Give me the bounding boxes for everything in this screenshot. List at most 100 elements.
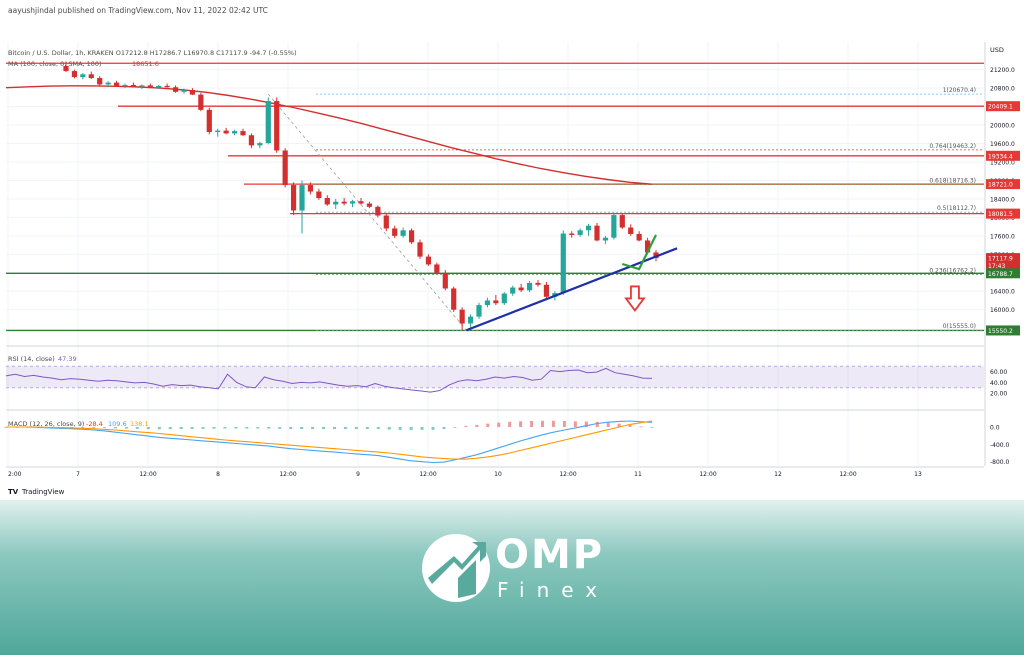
- candle-body: [282, 150, 288, 186]
- macd-histogram-bar: [464, 425, 468, 427]
- annotations: [465, 234, 678, 332]
- macd-histogram-bar: [376, 427, 380, 430]
- fib-label: 1(20670.4): [943, 87, 976, 94]
- candle-body: [324, 198, 330, 205]
- candle-body: [467, 316, 474, 324]
- candle-body: [349, 201, 356, 204]
- macd-histogram-bar: [332, 427, 336, 430]
- candle-body: [493, 300, 499, 304]
- price-tick: 21200.0: [990, 67, 1015, 74]
- candle-body: [333, 201, 339, 205]
- price-tick: 20800.0: [990, 86, 1015, 93]
- symbol-info: Bitcoin / U.S. Dollar, 1h, KRAKEN O17212…: [8, 49, 297, 57]
- time-tick: 12:00: [419, 471, 436, 478]
- candle-body: [636, 234, 642, 241]
- candle-body: [71, 71, 78, 78]
- macd-histogram-bar: [354, 427, 358, 430]
- candle-body: [80, 74, 86, 78]
- candle-body: [459, 309, 465, 324]
- candle-body: [501, 293, 507, 304]
- candle-body: [535, 282, 541, 285]
- candle-body: [434, 264, 440, 273]
- candle-body: [628, 227, 634, 234]
- candle-body: [63, 66, 69, 72]
- macd-histogram-bar: [628, 424, 632, 427]
- macd-histogram-bar: [267, 427, 271, 429]
- macd-histogram-bar: [431, 427, 435, 430]
- candle-body: [585, 225, 592, 231]
- candle-body: [602, 237, 609, 241]
- time-tick: 10: [494, 471, 502, 478]
- macd-histogram-bar: [92, 427, 96, 428]
- macd-histogram-bar: [409, 427, 413, 431]
- macd-tick: -400.0: [990, 442, 1010, 449]
- brand-sub: Finex: [497, 578, 610, 602]
- macd-histogram-bar: [650, 427, 654, 428]
- signal-series: [6, 420, 653, 460]
- macd-histogram-bar: [519, 421, 523, 427]
- price-tick: 19200.0: [990, 160, 1015, 167]
- rsi-label: RSI (14, close): [8, 355, 55, 363]
- price-tag-bg: [986, 260, 1020, 271]
- candle-body: [290, 185, 297, 211]
- macd-tick: 0.0: [990, 425, 1000, 432]
- macd-histogram-bar: [562, 421, 566, 427]
- omp-logo: [422, 534, 490, 602]
- macd-histogram-bar: [234, 427, 238, 429]
- price-tag: 15550.2: [988, 328, 1013, 335]
- candle-body: [122, 84, 128, 86]
- tradingview-footer[interactable]: TV TradingView: [8, 488, 65, 496]
- price-tick: 16400.0: [990, 289, 1015, 296]
- price-tag: 18721.0: [988, 182, 1013, 189]
- time-tick: 12:00: [559, 471, 576, 478]
- time-tick: 12: [774, 471, 782, 478]
- macd-histogram-bar: [639, 426, 643, 428]
- macd-histogram-bar: [190, 427, 194, 429]
- fib-label: 0.618(18716.3): [929, 177, 976, 184]
- price-tag-bg: [986, 253, 1020, 264]
- time-tick: 12:00: [839, 471, 856, 478]
- candle-body: [265, 101, 271, 144]
- time-tick: 12:00: [699, 471, 716, 478]
- candle-body: [88, 74, 94, 78]
- macd-histogram-bar: [212, 427, 216, 429]
- candle-body: [172, 87, 179, 92]
- candle-body: [299, 185, 305, 211]
- candle-body: [611, 215, 617, 238]
- candlestick-series: [63, 61, 659, 331]
- fib-label: 0.764(19463.2): [929, 143, 976, 150]
- fib-label: 0(15555.0): [943, 323, 976, 330]
- candle-body: [231, 131, 238, 134]
- macd-histogram-bar: [245, 427, 249, 429]
- candle-body: [425, 256, 432, 265]
- macd-histogram-bar: [573, 421, 577, 427]
- candle-body: [451, 288, 457, 310]
- fib-label: 0.236(16762.2): [929, 268, 976, 275]
- ma-indicator-label: MA (100, close, 0, SMA, 100): [8, 60, 102, 68]
- price-tick: 18400.0: [990, 196, 1015, 203]
- candle-body: [484, 300, 491, 306]
- candle-body: [383, 215, 389, 229]
- time-tick: 12:00: [279, 471, 296, 478]
- candle-body: [392, 228, 398, 236]
- candle-body: [417, 242, 423, 257]
- rsi-series: [5, 367, 653, 393]
- price-axis: USD21200.020800.020400.020000.019600.019…: [984, 42, 1020, 466]
- tradingview-label: TradingView: [21, 488, 65, 496]
- candle-body: [307, 185, 314, 192]
- candle-body: [113, 82, 120, 86]
- macd-histogram-bar: [365, 427, 369, 430]
- candle-body: [400, 230, 406, 236]
- macd-histogram-bar: [157, 427, 161, 430]
- candle-body: [577, 230, 583, 235]
- macd-histogram-bar: [124, 427, 128, 429]
- macd-tick: -800.0: [990, 459, 1010, 466]
- candle-body: [594, 225, 600, 241]
- candle-body: [164, 85, 170, 88]
- time-tick: 12:00: [139, 471, 156, 478]
- candle-body: [358, 201, 364, 204]
- macd-value: 109.6: [108, 420, 127, 428]
- price-tag: 18081.5: [988, 211, 1013, 218]
- ma100-series: [5, 85, 653, 185]
- price-tag-bg: [986, 179, 1020, 190]
